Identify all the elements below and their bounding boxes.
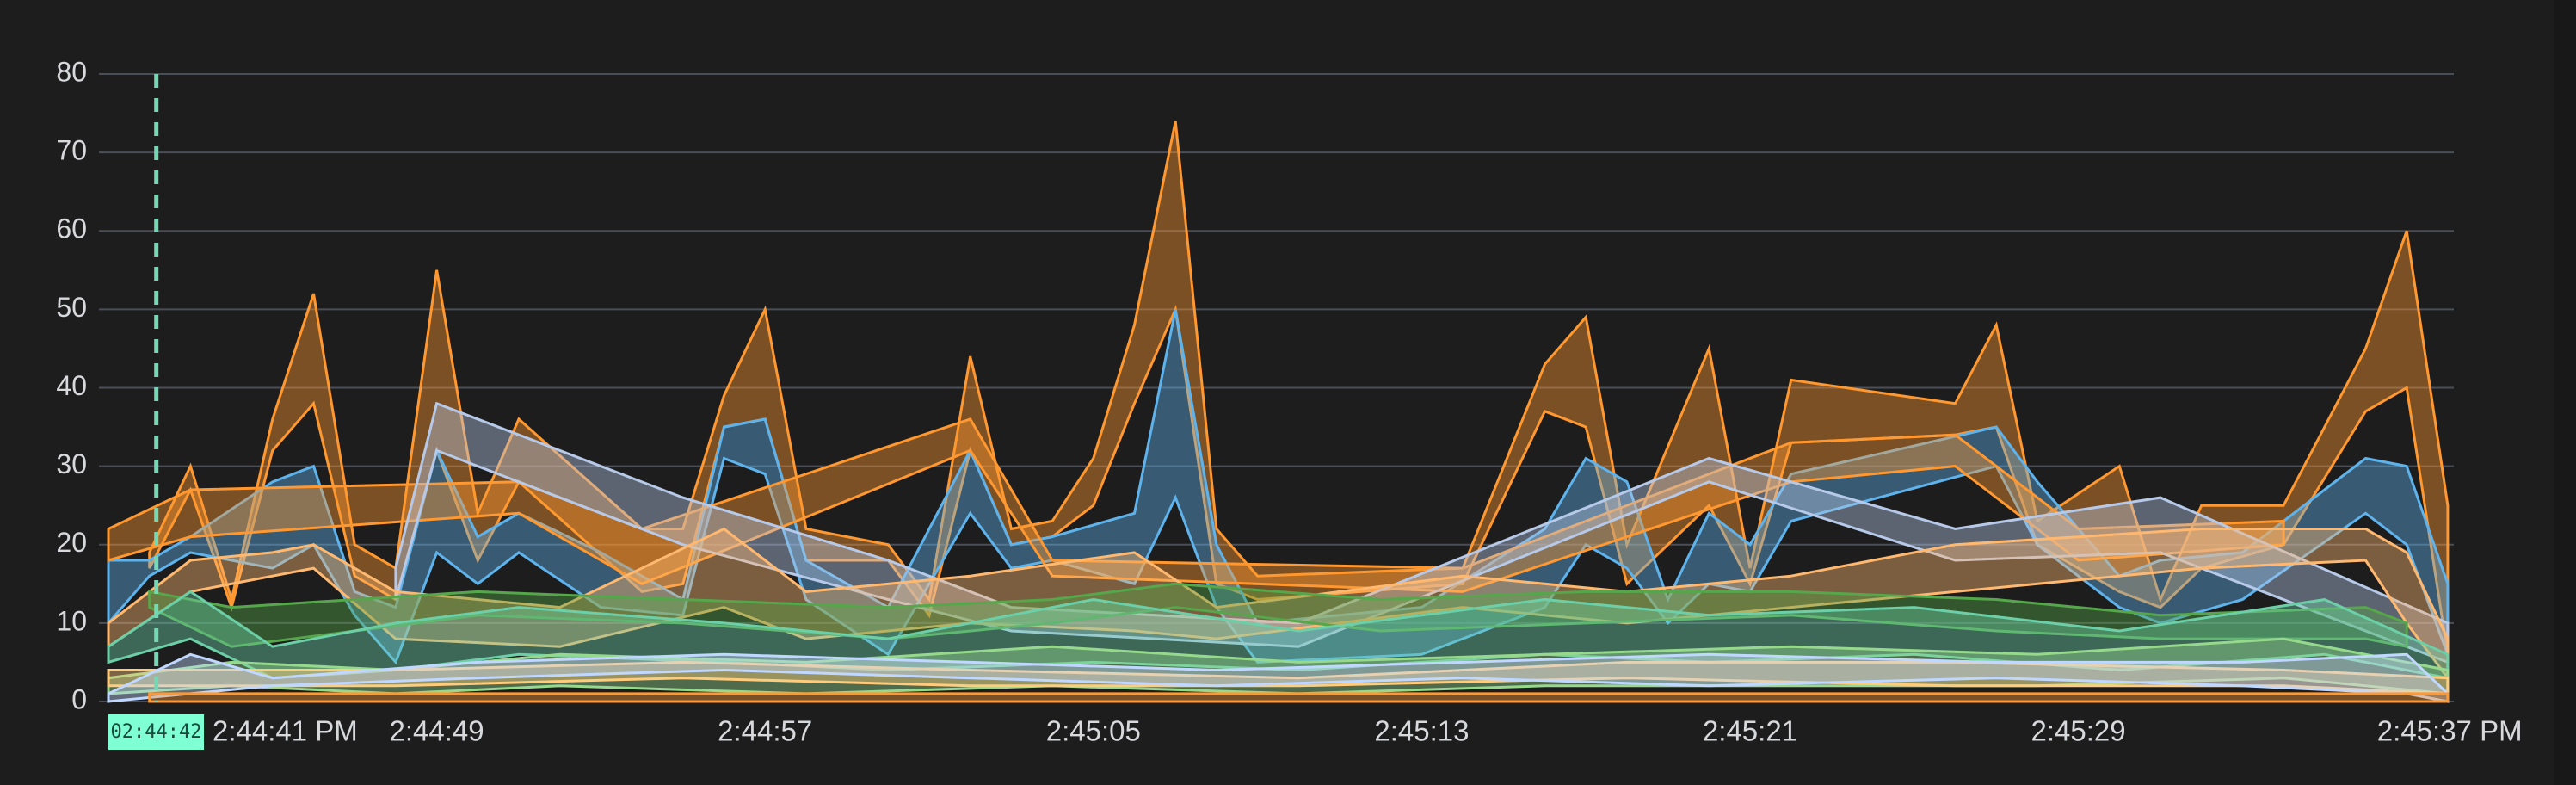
series-bands: [107, 121, 2450, 703]
series-band: [148, 692, 2450, 703]
x-tick-label: 2:45:37 PM: [2377, 715, 2523, 747]
y-tick-label: 50: [56, 292, 87, 323]
series-band: [107, 417, 2285, 593]
panel-edge: [2554, 0, 2576, 785]
y-tick-label: 0: [71, 683, 87, 714]
x-tick-label: 2:44:41 PM: [213, 715, 358, 747]
cursor-time-badge: 02:44:42: [108, 714, 204, 750]
y-tick-label: 20: [56, 527, 87, 558]
x-tick-label: 2:44:57: [718, 715, 812, 747]
y-tick-label: 60: [56, 213, 87, 244]
y-gridlines: [99, 73, 2454, 702]
y-tick-label: 80: [56, 56, 87, 87]
series-band: [148, 582, 2408, 649]
x-tick-label: 2:44:49: [390, 715, 484, 747]
x-tick-label: 2:45:13: [1374, 715, 1469, 747]
x-tick-label: 2:45:29: [2031, 715, 2126, 747]
y-tick-label: 40: [56, 370, 87, 401]
x-tick-label: 2:45:21: [1703, 715, 1797, 747]
x-axis: 2:44:41 PM 2:44:49 2:44:57 2:45:05 2:45:…: [213, 715, 2523, 747]
y-tick-label: 70: [56, 135, 87, 166]
y-axis: 0 10 20 30 40 50 60 70 80: [56, 56, 87, 714]
y-tick-label: 10: [56, 605, 87, 636]
y-tick-label: 30: [56, 448, 87, 479]
x-tick-label: 2:45:05: [1046, 715, 1141, 747]
